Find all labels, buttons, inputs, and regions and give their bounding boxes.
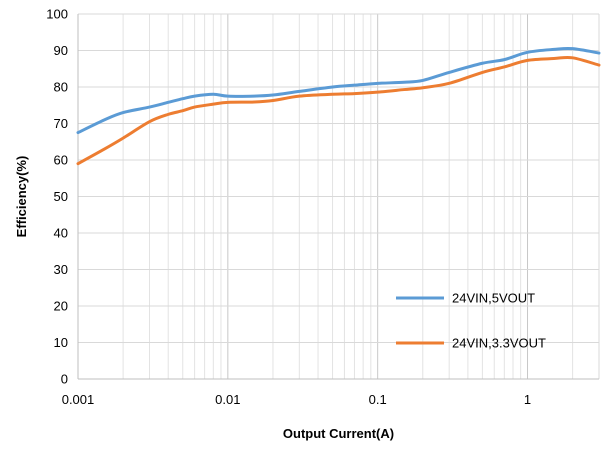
- y-tick-label: 90: [54, 43, 68, 58]
- y-tick-label: 80: [54, 80, 68, 95]
- y-tick-label: 40: [54, 226, 68, 241]
- x-tick-label: 0.001: [62, 392, 95, 407]
- x-tick-label: 0.01: [215, 392, 240, 407]
- x-axis-title: Output Current(A): [283, 426, 394, 441]
- y-tick-label: 30: [54, 262, 68, 277]
- y-tick-label: 50: [54, 189, 68, 204]
- x-tick-label: 0.1: [369, 392, 387, 407]
- x-tick-label: 1: [524, 392, 531, 407]
- y-tick-label: 100: [46, 7, 68, 22]
- legend-label-1: 24VIN,5VOUT: [452, 291, 535, 306]
- series-lines: [76, 46, 601, 166]
- series-line-1: [76, 46, 601, 135]
- y-tick-label: 60: [54, 153, 68, 168]
- series-line-2: [76, 55, 601, 166]
- legend-label-2: 24VIN,3.3VOUT: [452, 336, 546, 351]
- y-axis-title: Efficiency(%): [14, 156, 29, 238]
- grid: [77, 13, 600, 380]
- y-tick-label: 20: [54, 299, 68, 314]
- y-tick-label: 70: [54, 116, 68, 131]
- y-tick-label: 10: [54, 335, 68, 350]
- legend: 24VIN,5VOUT 24VIN,3.3VOUT: [396, 291, 546, 351]
- y-tick-label: 0: [61, 372, 68, 387]
